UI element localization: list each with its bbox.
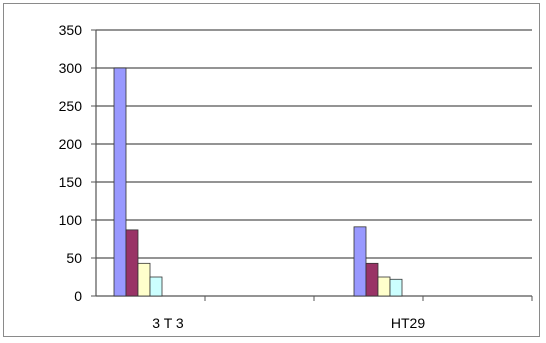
bar-1-2 [377, 276, 391, 297]
bar-1-3 [389, 278, 403, 297]
y-tick-label: 250 [59, 98, 83, 114]
y-tick-label: 350 [59, 22, 83, 38]
gridlines [96, 29, 532, 259]
chart-frame [3, 3, 540, 337]
y-tick-label: 50 [66, 250, 82, 266]
bar-0-0 [113, 67, 127, 297]
y-tick-label: 150 [59, 174, 83, 190]
labels: 0 50 100 150 200 250 300 350 3 T 3 HT29 [59, 22, 426, 331]
y-tick-label: 300 [59, 60, 83, 76]
bar-0-2 [137, 262, 151, 297]
y-tick-label: 0 [74, 288, 82, 304]
axes [91, 29, 533, 301]
bar-0-3 [149, 276, 163, 297]
bars [113, 67, 403, 297]
x-category-label: HT29 [391, 315, 425, 331]
bar-1-1 [365, 262, 379, 297]
bar-0-1 [125, 229, 139, 297]
y-tick-label: 200 [59, 136, 83, 152]
bar-1-0 [353, 226, 367, 297]
x-category-label: 3 T 3 [152, 315, 184, 331]
y-tick-label: 100 [59, 212, 83, 228]
